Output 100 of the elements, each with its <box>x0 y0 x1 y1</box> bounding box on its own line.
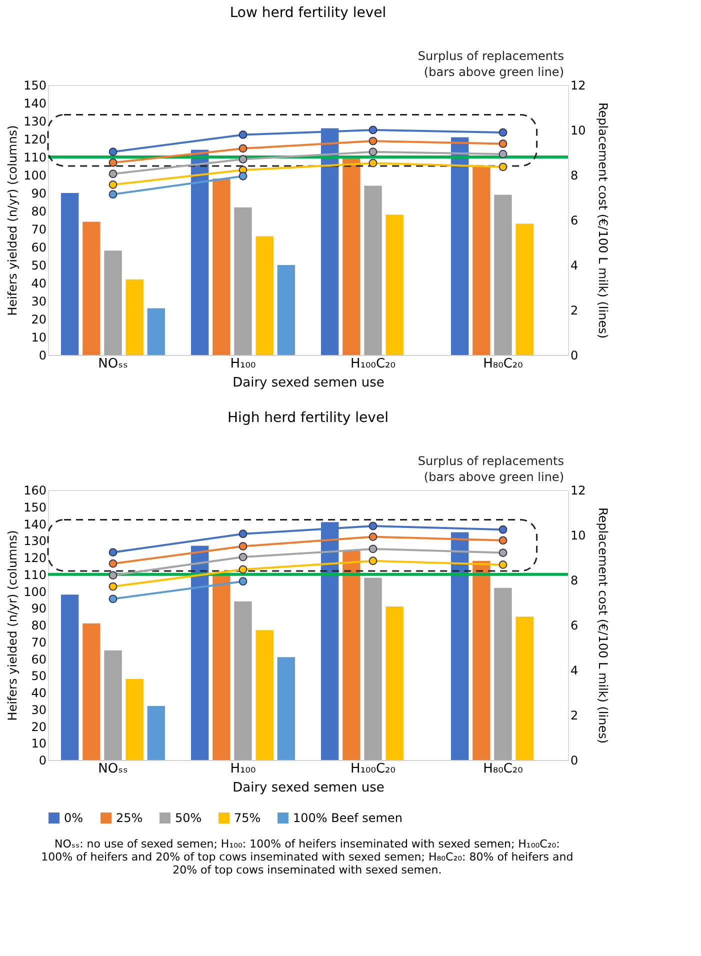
x-tick-label: H₁₀₀C₂₀ <box>350 356 396 372</box>
y-tick-label: 150 <box>24 78 46 92</box>
point <box>368 126 378 134</box>
bar <box>126 279 144 355</box>
bar <box>364 186 382 355</box>
x-tick-label: H₁₀₀C₂₀ <box>350 762 396 776</box>
point <box>498 536 508 545</box>
bar <box>82 222 100 355</box>
y2-tick-label: 0 <box>570 348 578 362</box>
bar <box>234 601 252 760</box>
point <box>108 594 118 604</box>
bar <box>256 236 274 355</box>
y2-tick-label: 0 <box>570 754 578 768</box>
point <box>368 532 378 541</box>
point <box>498 140 508 148</box>
point <box>238 172 248 180</box>
chart-title: Low herd fertility level <box>230 5 386 21</box>
legend-label: 75% <box>234 811 261 825</box>
point <box>108 180 118 189</box>
point <box>238 530 248 538</box>
point <box>498 162 508 172</box>
bar <box>191 546 209 760</box>
point <box>108 190 118 199</box>
y-tick-label: 30 <box>31 702 46 717</box>
y2-tick-label: 6 <box>570 618 578 632</box>
y2-tick-label: 4 <box>570 258 578 272</box>
legend-label: 50% <box>175 811 202 825</box>
point <box>238 565 248 574</box>
point <box>368 556 378 566</box>
bar <box>212 178 230 355</box>
y-tick-label: 60 <box>31 240 46 254</box>
point <box>238 144 248 153</box>
y-tick-label: 80 <box>31 618 46 632</box>
y-tick-label: 140 <box>24 96 46 110</box>
y-tick-label: 20 <box>31 312 46 326</box>
x-tick-label: H₁₀₀ <box>230 762 256 776</box>
point <box>498 525 508 534</box>
bar <box>516 224 534 355</box>
y-tick-label: 10 <box>31 736 46 751</box>
y-tick-label: 160 <box>24 484 46 498</box>
bar <box>386 214 404 355</box>
point <box>238 130 248 139</box>
y2-tick-label: 10 <box>570 528 586 542</box>
bar <box>126 679 144 760</box>
bar <box>342 550 360 760</box>
bar <box>212 572 230 760</box>
y2-tick-label: 2 <box>570 304 578 318</box>
point <box>368 148 378 156</box>
bar <box>472 166 490 355</box>
y-tick-label: 120 <box>24 132 46 146</box>
y-tick-label: 50 <box>31 258 46 272</box>
y-tick-label: 120 <box>24 551 46 565</box>
y2-tick-label: 2 <box>570 708 578 722</box>
x-axis-title: Dairy sexed semen use <box>232 376 384 390</box>
bar <box>104 650 122 760</box>
x-tick-label: H₁₀₀ <box>230 356 256 372</box>
y-tick-label: 80 <box>31 204 46 218</box>
bar <box>451 532 469 760</box>
y-tick-label: 140 <box>24 517 46 532</box>
y-tick-label: 0 <box>38 754 46 768</box>
text: Surplus of replacements (bars above green line) <box>418 49 564 79</box>
x-tick-label: H₈₀C₂₀ <box>483 762 523 776</box>
x-tick-label: NOₛₛ <box>98 356 128 372</box>
bar <box>451 137 469 355</box>
bar <box>191 150 209 355</box>
point <box>108 582 118 591</box>
chart-title: High herd fertility level <box>228 410 388 426</box>
y-tick-label: 70 <box>31 222 46 236</box>
y-tick-label: 100 <box>24 584 46 599</box>
bar <box>82 623 100 760</box>
bar <box>277 265 295 355</box>
y2-tick-label: 8 <box>570 168 578 182</box>
y2-tick-label: 12 <box>570 78 586 92</box>
bar <box>104 250 122 355</box>
bar <box>234 207 252 355</box>
y-tick-label: 130 <box>24 114 46 128</box>
bar <box>494 588 512 760</box>
point <box>108 158 118 167</box>
bar <box>342 157 360 355</box>
y-tick-label: 110 <box>24 150 46 164</box>
point <box>238 552 248 562</box>
point <box>368 522 378 530</box>
bar <box>61 193 79 355</box>
y-tick-label: 110 <box>24 568 46 582</box>
y-tick-label: 90 <box>31 602 46 616</box>
y-tick-label: 40 <box>31 686 46 700</box>
y2-axis-title: Replacement cost (€/100 L milk) (lines) <box>596 102 610 339</box>
x-tick-label: NOₛₛ <box>98 762 128 776</box>
y-tick-label: 40 <box>31 276 46 290</box>
bar <box>364 578 382 760</box>
point <box>108 548 118 557</box>
point <box>368 136 378 146</box>
y-axis-title: Heifers yielded (n/yr) (columns) <box>6 530 20 721</box>
y2-tick-label: 10 <box>570 124 586 138</box>
point <box>498 560 508 569</box>
point <box>498 548 508 557</box>
point <box>108 559 118 568</box>
bar <box>147 308 165 355</box>
text: Surplus of replacements (bars above green line) <box>418 454 564 484</box>
bar <box>61 594 79 760</box>
